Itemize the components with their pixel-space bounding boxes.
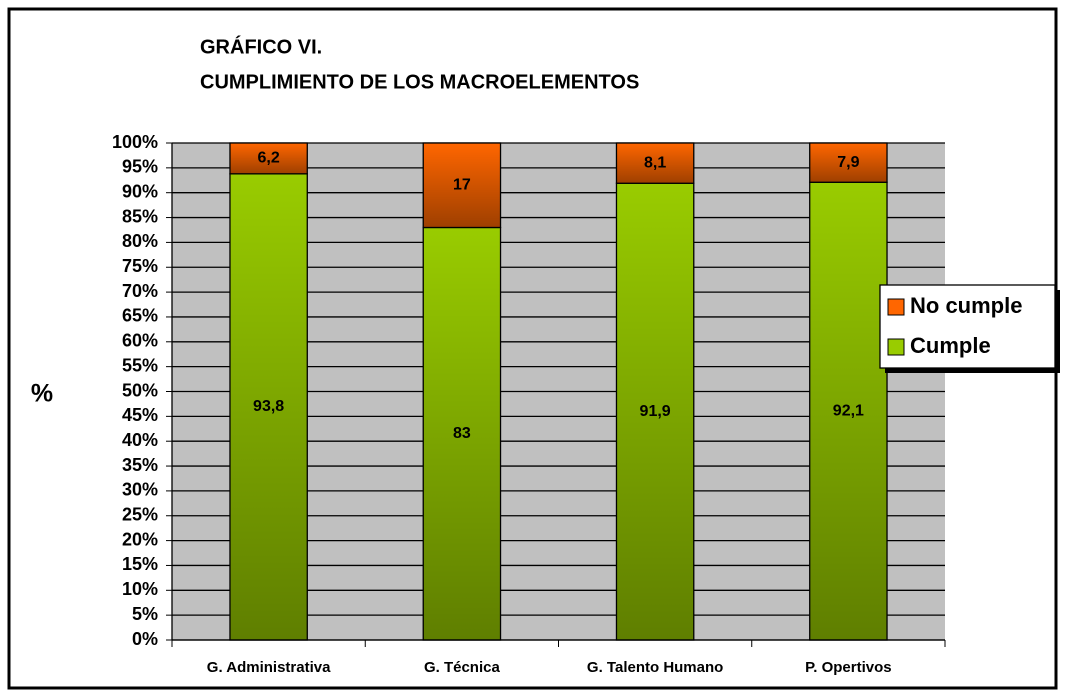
- data-label: 6,2: [258, 150, 280, 167]
- y-tick-label: 75%: [122, 256, 158, 276]
- y-tick-label: 40%: [122, 430, 158, 450]
- y-tick-label: 45%: [122, 405, 158, 425]
- y-tick-label: 25%: [122, 505, 158, 525]
- bar-shade: [615, 182, 695, 641]
- y-tick-label: 95%: [122, 157, 158, 177]
- x-tick-label: G. Administrativa: [207, 659, 331, 676]
- y-tick-label: 80%: [122, 231, 158, 251]
- x-tick-label: P. Opertivos: [805, 659, 891, 676]
- y-tick-label: 35%: [122, 455, 158, 475]
- legend-swatch: [887, 338, 905, 356]
- y-tick-label: 20%: [122, 529, 158, 549]
- legend-label: No cumple: [910, 293, 1022, 318]
- data-label: 7,9: [837, 154, 859, 171]
- y-tick-label: 85%: [122, 206, 158, 226]
- data-label: 93,8: [253, 398, 284, 415]
- bar-shade: [422, 142, 502, 229]
- chart-title: GRÁFICO VI.: [200, 35, 322, 58]
- chart-subtitle: CUMPLIMIENTO DE LOS MACROELEMENTOS: [200, 71, 639, 93]
- y-tick-label: 10%: [122, 579, 158, 599]
- legend-label: Cumple: [910, 333, 991, 358]
- data-label: 83: [453, 425, 471, 442]
- y-tick-label: 15%: [122, 554, 158, 574]
- y-tick-label: 55%: [122, 355, 158, 375]
- bar-shade: [809, 181, 888, 641]
- y-tick-label: 0%: [132, 629, 158, 649]
- data-label: 17: [453, 176, 471, 193]
- x-tick-label: G. Talento Humano: [587, 659, 723, 676]
- x-tick-label: G. Técnica: [424, 659, 501, 676]
- y-tick-label: 65%: [122, 306, 158, 326]
- y-tick-label: 100%: [112, 132, 158, 152]
- legend: [879, 284, 1056, 369]
- data-label: 8,1: [644, 154, 666, 171]
- y-tick-label: 50%: [122, 380, 158, 400]
- y-tick-label: 5%: [132, 604, 158, 624]
- bar-shade: [229, 142, 308, 175]
- y-axis-label: %: [31, 380, 53, 408]
- bar-shade: [615, 142, 695, 184]
- y-tick-label: 60%: [122, 331, 158, 351]
- bar-shade: [229, 173, 308, 641]
- y-tick-label: 70%: [122, 281, 158, 301]
- bar-shade: [809, 142, 888, 183]
- legend-swatch: [887, 298, 905, 316]
- data-label: 92,1: [833, 402, 864, 419]
- y-tick-label: 30%: [122, 480, 158, 500]
- data-label: 91,9: [640, 403, 671, 420]
- y-tick-label: 90%: [122, 181, 158, 201]
